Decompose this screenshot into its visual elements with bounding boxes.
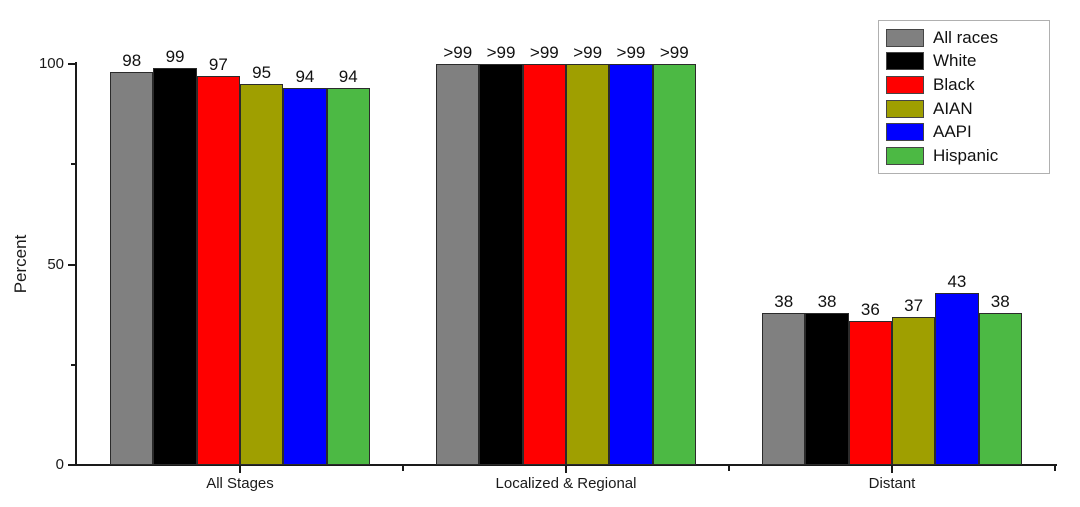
bar <box>436 64 480 465</box>
bar-value-label: >99 <box>529 43 559 62</box>
bar <box>283 88 327 465</box>
bar-value-label: 94 <box>295 67 315 87</box>
bar-value-label: 37 <box>904 295 924 315</box>
x-category-label: Distant <box>868 475 916 492</box>
bar-value-label: 43 <box>947 271 967 291</box>
bar <box>935 292 979 465</box>
bar-value-label: 97 <box>208 55 228 75</box>
bar-value-label: >99 <box>616 43 646 62</box>
bar <box>805 312 849 465</box>
bar-value-label: >99 <box>486 43 516 62</box>
y-axis-line <box>75 62 77 466</box>
bar-value-label: 38 <box>774 291 794 311</box>
bar <box>110 72 154 465</box>
bar-value-label: >99 <box>443 43 473 62</box>
y-minor-tick <box>71 363 75 366</box>
legend-swatch <box>886 123 924 142</box>
bar <box>566 64 610 465</box>
bar <box>892 316 936 465</box>
legend-label: Hispanic <box>933 145 999 165</box>
bar <box>762 312 806 465</box>
bar-value-label: 99 <box>165 47 185 66</box>
y-major-tick <box>68 263 75 266</box>
x-boundary-tick <box>402 466 404 471</box>
bar <box>609 64 653 465</box>
y-minor-tick <box>71 163 75 166</box>
x-major-tick <box>891 466 893 473</box>
legend-label: White <box>933 51 977 71</box>
bar <box>153 68 197 465</box>
legend-row: Hispanic <box>886 144 1042 168</box>
x-boundary-tick <box>728 466 730 471</box>
legend-swatch <box>886 75 924 94</box>
x-category-label: Localized & Regional <box>495 475 637 492</box>
bar <box>326 88 370 465</box>
legend-label: AAPI <box>933 122 972 142</box>
legend-label: AIAN <box>933 98 973 118</box>
bar-value-label: 98 <box>122 51 142 71</box>
bar <box>978 312 1022 465</box>
y-major-tick <box>68 63 75 65</box>
bar-value-label: 36 <box>860 299 880 319</box>
x-axis-line <box>75 464 1057 466</box>
legend-row: All races <box>886 26 1042 50</box>
bar-value-label: 95 <box>252 63 272 83</box>
bar <box>848 320 892 465</box>
bar <box>479 64 523 465</box>
bar-value-label: 38 <box>990 291 1010 311</box>
y-major-tick <box>68 464 75 466</box>
legend-label: Black <box>933 74 975 94</box>
x-major-tick <box>565 466 567 473</box>
legend-row: White <box>886 50 1042 74</box>
legend-row: AAPI <box>886 120 1042 144</box>
legend-label: All races <box>933 27 999 47</box>
y-tick-label: 0 <box>55 456 64 473</box>
legend-swatch <box>886 52 924 71</box>
bar-value-label: >99 <box>573 43 603 62</box>
legend-swatch <box>886 28 924 47</box>
y-tick-label: 50 <box>47 255 64 273</box>
bar <box>652 64 696 465</box>
x-category-label: All Stages <box>206 475 274 492</box>
legend: All races White Black AIAN AAPI Hispanic <box>878 20 1050 174</box>
bar <box>196 76 240 465</box>
bar-value-label: 94 <box>338 67 358 87</box>
bar <box>522 64 566 465</box>
x-boundary-tick <box>1054 466 1056 471</box>
bar-value-label: 38 <box>817 291 837 311</box>
bar-value-label: >99 <box>659 43 689 62</box>
legend-row: Black <box>886 73 1042 97</box>
y-tick-label: 100 <box>38 55 64 72</box>
legend-swatch <box>886 146 924 165</box>
bar <box>240 84 284 465</box>
legend-row: AIAN <box>886 97 1042 121</box>
legend-swatch <box>886 99 924 118</box>
x-major-tick <box>239 466 241 473</box>
